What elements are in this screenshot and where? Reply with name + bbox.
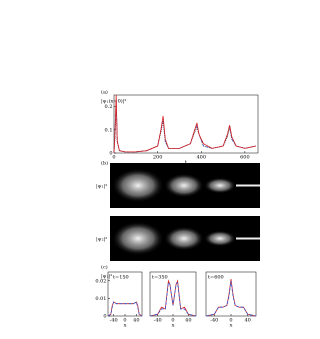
x-tick-label: 400 — [196, 155, 206, 161]
annotation: t=600 — [208, 275, 224, 281]
row-label: |ψ₁|² — [96, 184, 107, 190]
y-tick-label: 0.2 — [105, 104, 113, 110]
row-label: |ψ₂|² — [96, 237, 107, 243]
y-tick-label: 0 — [109, 151, 112, 157]
y-tick-label: 0.1 — [105, 127, 113, 133]
y-tick-label: 0 — [103, 314, 106, 320]
data-line — [149, 281, 197, 317]
data-line — [149, 279, 197, 317]
data-line — [113, 101, 256, 154]
x-tick-label: 40 — [133, 318, 139, 324]
x-tick-label: 0 — [123, 318, 126, 324]
x-tick-label: -40 — [154, 318, 162, 324]
data-line — [107, 301, 143, 317]
y-tick-label: 0.01 — [95, 296, 106, 302]
panel-label: (b) — [101, 160, 108, 167]
y-axis-label: |ψ₁|² — [101, 274, 112, 280]
density-map — [110, 163, 260, 208]
panel-label: (a) — [101, 89, 108, 96]
density-map — [110, 216, 260, 261]
x-tick-label: -40 — [210, 318, 218, 324]
x-tick-label: 40 — [185, 318, 191, 324]
x-tick-label: 0 — [112, 155, 115, 161]
data-line — [205, 280, 257, 317]
x-axis-label: x — [124, 323, 127, 329]
data-line — [113, 99, 256, 154]
y-tick-label: 0.02 — [95, 278, 106, 284]
x-tick-label: -40 — [110, 318, 118, 324]
annotation: t=150 — [113, 275, 129, 281]
annotation: t=350 — [152, 275, 168, 281]
x-axis-label: t — [185, 160, 187, 166]
y-axis-label: |ψ₁(x=0)|² — [101, 98, 126, 105]
plot-frame — [113, 94, 259, 154]
x-tick-label: 0 — [229, 318, 232, 324]
x-tick-label: 600 — [240, 155, 250, 161]
x-axis-label: x — [172, 323, 175, 329]
figure: (b) |ψ₁|² |ψ₂|² 00.10.20 200 400 600t(a)|ψ₁… — [95, 89, 260, 329]
x-tick-label: 40 — [244, 318, 250, 324]
panel-label: (c) — [101, 264, 108, 271]
x-axis-label: x — [230, 323, 233, 329]
x-tick-label: 200 — [153, 155, 163, 161]
data-line — [205, 278, 257, 317]
x-tick-label: 0 — [171, 318, 174, 324]
data-line — [113, 94, 256, 154]
